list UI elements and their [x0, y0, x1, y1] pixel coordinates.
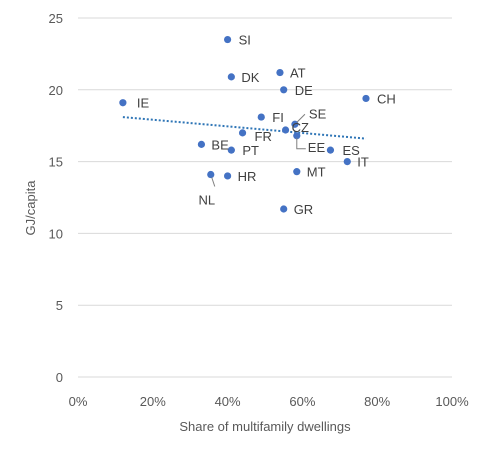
x-tick-label: 20%	[140, 394, 166, 409]
point-it	[343, 158, 351, 166]
point-ee	[293, 132, 301, 140]
leader-line-nl	[211, 177, 216, 187]
point-dk	[227, 73, 235, 81]
point-label-it: IT	[357, 155, 369, 170]
point-ie	[119, 99, 127, 107]
point-se	[291, 120, 299, 128]
point-label-si: SI	[239, 33, 251, 48]
x-tick-label: 40%	[215, 394, 241, 409]
point-label-fi: FI	[272, 110, 284, 125]
y-tick-label: 15	[49, 155, 63, 170]
point-label-ie: IE	[137, 96, 150, 111]
x-tick-label: 60%	[289, 394, 315, 409]
point-es	[326, 146, 335, 154]
point-label-mt: MT	[307, 165, 326, 180]
point-gr	[280, 205, 288, 213]
x-tick-label: 100%	[435, 394, 469, 409]
leader-line-ee	[296, 137, 306, 150]
gridlines	[78, 17, 452, 378]
point-cz	[281, 126, 290, 134]
point-label-hr: HR	[238, 169, 257, 184]
trendline	[122, 116, 367, 140]
point-label-at: AT	[290, 66, 306, 81]
point-label-gr: GR	[294, 202, 314, 217]
leader-line-se	[296, 113, 306, 123]
point-label-pt: PT	[242, 143, 259, 158]
point-label-de: DE	[295, 83, 313, 98]
x-tick-label: 80%	[364, 394, 390, 409]
point-si	[224, 35, 232, 44]
y-tick-label: 5	[56, 298, 63, 313]
data-points	[119, 35, 370, 213]
point-label-fr: FR	[255, 129, 272, 144]
point-at	[276, 68, 284, 77]
point-pt	[227, 146, 235, 154]
point-label-se: SE	[309, 106, 327, 121]
point-label-dk: DK	[241, 70, 259, 85]
point-fr	[238, 129, 247, 137]
point-ch	[362, 94, 370, 103]
y-tick-label: 25	[49, 11, 63, 26]
point-be	[197, 140, 206, 148]
y-axis-ticks: 0 5 10 15 20 25	[49, 11, 63, 385]
point-label-es: ES	[342, 143, 360, 158]
x-tick-label: 0%	[69, 394, 88, 409]
point-hr	[224, 172, 232, 180]
y-tick-label: 20	[49, 83, 63, 98]
y-tick-label: 0	[56, 370, 63, 385]
point-de	[280, 86, 288, 94]
y-tick-label: 10	[49, 226, 63, 241]
point-label-ch: CH	[377, 91, 396, 106]
point-label-nl: NL	[198, 193, 215, 208]
y-axis-label: GJ/capita	[23, 180, 38, 236]
point-nl	[207, 170, 215, 179]
point-label-cz: CZ	[292, 120, 309, 135]
x-axis-ticks: 0% 20% 40% 60% 80% 100%	[69, 394, 469, 409]
point-label-be: BE	[211, 137, 229, 152]
point-label-ee: EE	[308, 140, 326, 155]
x-axis-label: Share of multifamily dwellings	[179, 419, 351, 434]
point-mt	[293, 168, 301, 176]
point-fi	[257, 113, 265, 121]
